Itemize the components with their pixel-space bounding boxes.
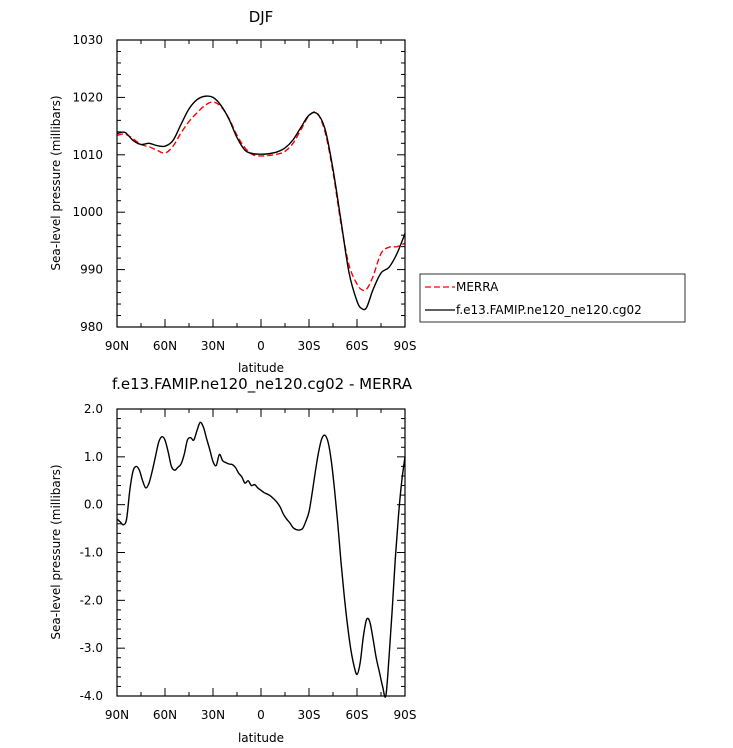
top-y-axis-label: Sea-level pressure (millibars) bbox=[49, 95, 63, 270]
top-plot-frame bbox=[116, 39, 406, 328]
top-y-tick-label: 1030 bbox=[72, 33, 103, 47]
bottom-x-tick-label: 0 bbox=[257, 708, 265, 722]
bottom-chart-title: f.e13.FAMIP.ne120_ne120.cg02 - MERRA bbox=[112, 375, 413, 394]
bottom-y-axis-label: Sea-level pressure (millibars) bbox=[49, 464, 63, 639]
bottom-x-axis-label: latitude bbox=[238, 731, 284, 745]
top-x-tick-label: 30N bbox=[201, 339, 225, 353]
bottom-y-tick-label: 2.0 bbox=[84, 402, 103, 416]
top-series-line-0 bbox=[116, 101, 406, 292]
top-y-tick-label: 980 bbox=[80, 320, 103, 334]
bottom-x-tick-label: 30S bbox=[298, 708, 321, 722]
top-x-tick-label: 60S bbox=[346, 339, 369, 353]
bottom-y-tick-label: -3.0 bbox=[80, 641, 103, 655]
bottom-y-tick-label: -2.0 bbox=[80, 593, 103, 607]
top-x-tick-label: 90N bbox=[105, 339, 129, 353]
top-chart-title: DJF bbox=[249, 8, 274, 26]
legend-label-merra: MERRA bbox=[456, 280, 499, 294]
bottom-y-tick-label: 1.0 bbox=[84, 450, 103, 464]
bottom-x-tick-label: 30N bbox=[201, 708, 225, 722]
top-x-tick-label: 90S bbox=[394, 339, 417, 353]
top-x-tick-label: 30S bbox=[298, 339, 321, 353]
legend-box bbox=[419, 273, 686, 323]
top-series-line-1 bbox=[116, 95, 406, 311]
top-y-tick-label: 1020 bbox=[72, 90, 103, 104]
top-y-tick-label: 1010 bbox=[72, 148, 103, 162]
bottom-y-tick-label: 0.0 bbox=[84, 498, 103, 512]
top-panel: DJF 90N 60N 30N 0 30S 60S 90S 980 990 1000 1010 102… bbox=[49, 8, 416, 375]
bottom-x-tick-label: 90S bbox=[394, 708, 417, 722]
top-x-tick-label: 60N bbox=[153, 339, 177, 353]
bottom-panel: f.e13.FAMIP.ne120_ne120.cg02 - MERRA 90N… bbox=[49, 375, 416, 745]
bottom-y-tick-label: -1.0 bbox=[80, 546, 103, 560]
bottom-x-tick-label: 60N bbox=[153, 708, 177, 722]
top-x-axis-label: latitude bbox=[238, 361, 284, 375]
legend: MERRA f.e13.FAMIP.ne120_ne120.cg02 bbox=[419, 273, 686, 323]
top-y-tick-label: 990 bbox=[80, 263, 103, 277]
top-x-tick-label: 0 bbox=[257, 339, 265, 353]
top-y-tick-label: 1000 bbox=[72, 205, 103, 219]
bottom-y-tick-label: -4.0 bbox=[80, 689, 103, 703]
bottom-series-line-0 bbox=[116, 421, 406, 698]
legend-label-model: f.e13.FAMIP.ne120_ne120.cg02 bbox=[456, 303, 642, 317]
bottom-x-tick-label: 60S bbox=[346, 708, 369, 722]
bottom-x-tick-label: 90N bbox=[105, 708, 129, 722]
